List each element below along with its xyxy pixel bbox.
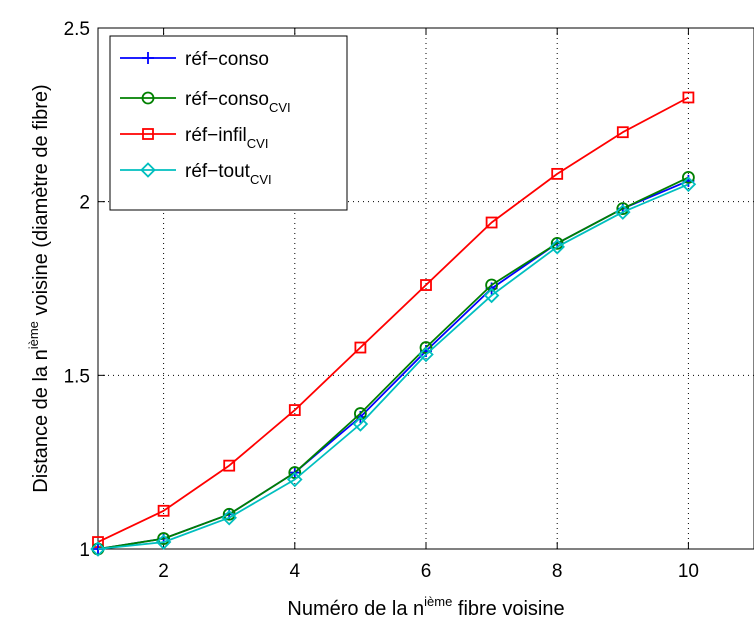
grid (98, 27, 754, 550)
data-point-circle-marker (419, 341, 433, 354)
y-tick-label: 2.5 (64, 19, 90, 40)
series-line (97, 183, 689, 550)
data-point-diamond-marker (615, 204, 631, 220)
y-tick-label: 2 (79, 193, 90, 214)
legend-label: réf−toutCVI (185, 161, 272, 187)
legend-label: réf−infilCVI (185, 125, 268, 151)
data-point-square-marker (354, 341, 367, 354)
legend-entry: réf−conso (120, 49, 269, 70)
x-tick-label: 10 (678, 561, 699, 582)
data-point-diamond-marker (418, 346, 434, 363)
data-point-square-marker (420, 279, 432, 291)
series-line (97, 176, 689, 550)
data-point-plus-marker (142, 52, 154, 64)
x-tick-label: 2 (158, 561, 169, 582)
series-3 (90, 176, 697, 557)
legend-box (109, 35, 348, 211)
series-line (97, 96, 689, 543)
series-line (97, 179, 689, 550)
y-tick-label: 1 (79, 540, 90, 561)
y-tick-label: 1.5 (64, 366, 90, 387)
data-point-diamond-marker (140, 162, 156, 178)
data-point-diamond-marker (549, 239, 565, 255)
data-point-circle-marker (157, 532, 171, 545)
axis-ticks: 2 4 6 8 10 1 1.5 2 2.5 (64, 19, 699, 582)
data-point-circle-marker (141, 91, 155, 105)
x-axis-label: Numéro de la nième fibre voisine (287, 594, 564, 620)
data-point-diamond-marker (90, 541, 106, 557)
data-point-square-marker (616, 126, 629, 139)
y-axis-label: Distance de la nième voisine (diamètre d… (26, 84, 52, 492)
x-tick-label: 4 (290, 561, 301, 582)
data-point-square-marker (142, 128, 154, 140)
legend-entry: réf−consoCVI (120, 89, 291, 115)
series-2 (92, 91, 695, 548)
series-group (90, 91, 697, 557)
data-point-circle-marker (616, 202, 630, 216)
legend-entry: réf−infilCVI (120, 125, 268, 151)
legend: réf−conso réf−consoCVI réf−infilCVI réf−tou… (109, 35, 348, 211)
data-point-circle-marker (485, 278, 499, 292)
data-point-square-marker (551, 167, 564, 180)
data-point-diamond-marker (483, 287, 500, 304)
data-point-circle-marker (288, 466, 302, 479)
data-point-diamond-marker (352, 416, 369, 432)
data-point-square-marker (485, 216, 498, 229)
x-tick-label: 8 (552, 561, 563, 582)
data-point-square-marker (223, 459, 236, 472)
data-point-diamond-marker (155, 534, 172, 550)
legend-entry: réf−toutCVI (120, 161, 272, 187)
data-point-circle-marker (353, 407, 367, 420)
data-point-diamond-marker (287, 471, 303, 488)
data-point-circle-marker (682, 170, 695, 184)
data-point-diamond-marker (680, 176, 697, 193)
data-point-diamond-marker (221, 509, 237, 526)
data-point-square-marker (682, 91, 695, 104)
data-point-square-marker (157, 504, 170, 517)
legend-label: réf−consoCVI (185, 89, 291, 115)
data-point-square-marker (288, 404, 301, 416)
legend-label: réf−conso (185, 49, 269, 70)
x-tick-label: 6 (421, 561, 432, 582)
